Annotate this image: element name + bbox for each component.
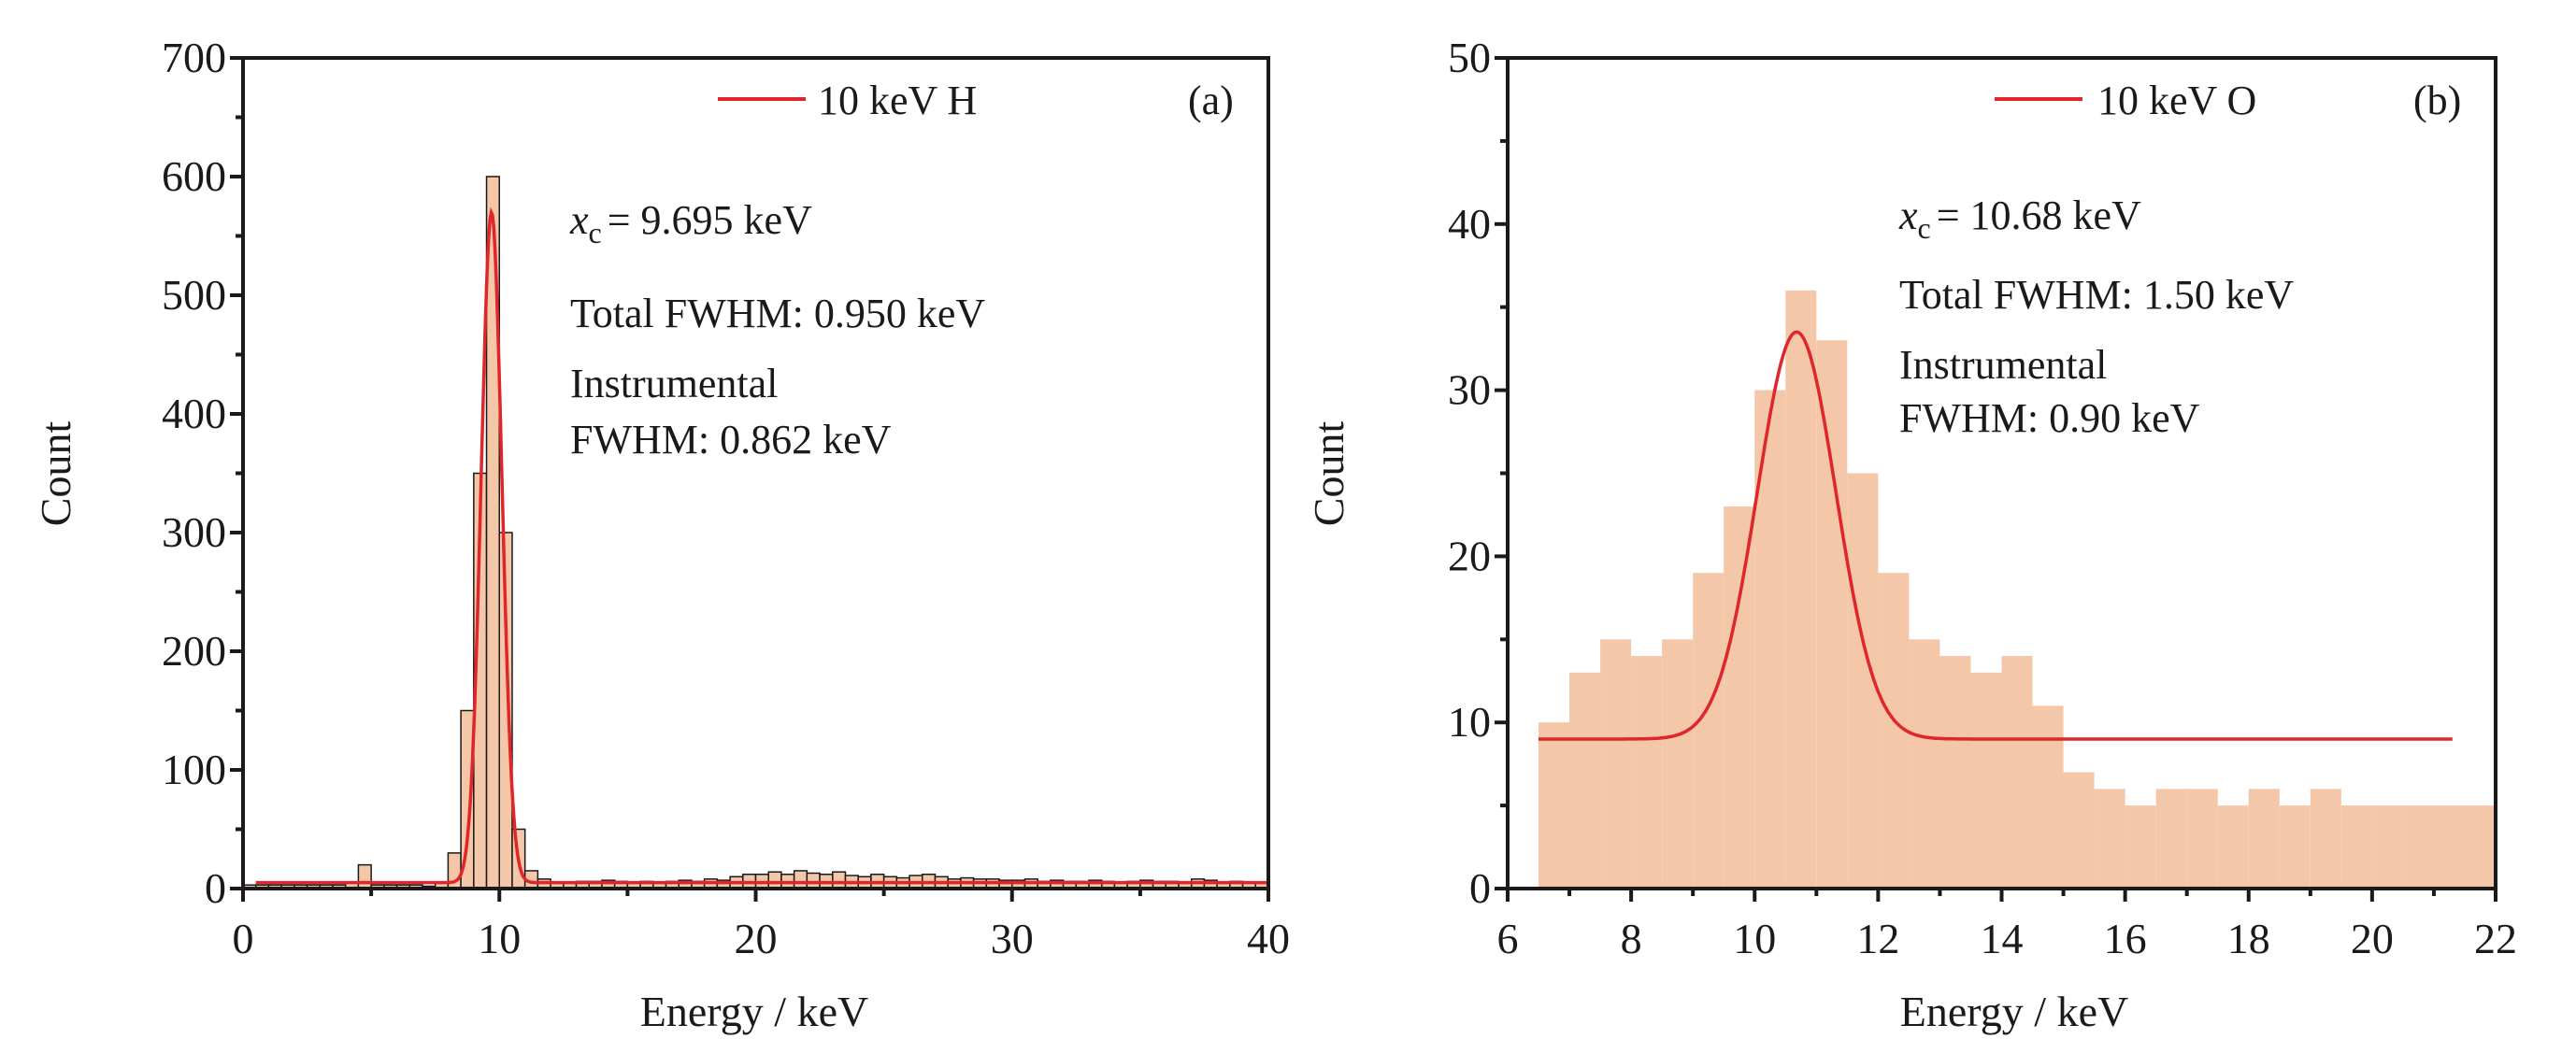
x-tick-label: 6: [1497, 915, 1519, 962]
x-tick-label: 18: [2227, 915, 2270, 962]
histogram-bar: [2279, 805, 2311, 889]
histogram-bar: [793, 870, 809, 890]
histogram-bar: [1600, 639, 1632, 889]
y-tick-label: 600: [162, 152, 226, 200]
y-tick-label: 30: [1448, 366, 1491, 414]
histogram-bar: [1785, 290, 1817, 889]
x-tick-label: 16: [2104, 915, 2147, 962]
histogram-bar: [2001, 656, 2033, 889]
total-fwhm-annotation: Total FWHM: 0.950 keV: [570, 291, 985, 336]
histogram-bar: [357, 863, 372, 890]
y-tick-label: 40: [1448, 200, 1491, 248]
total-fwhm-annotation: Total FWHM: 1.50 keV: [1899, 272, 2294, 318]
legend-label: 10 keV H: [818, 78, 977, 123]
panel-label: (b): [2413, 78, 2461, 123]
x-tick-label: 10: [478, 915, 521, 962]
histogram-bar: [1569, 672, 1601, 889]
xc-symbol: x: [569, 197, 589, 243]
panel-a: 0 100 200 300 400 500 600 700 0 10 20 30 40 Energy / …: [32, 34, 1290, 1035]
histogram-bar: [2186, 789, 2218, 889]
y-tick-label: 100: [162, 746, 226, 793]
y-tick-label: 50: [1448, 34, 1491, 81]
histogram-bar: [2464, 805, 2496, 889]
x-tick-label: 8: [1621, 915, 1642, 962]
histogram-bar: [2032, 705, 2064, 889]
xc-symbol: x: [1898, 192, 1918, 238]
y-tick-label: 10: [1448, 698, 1491, 746]
histogram-bar: [1631, 656, 1663, 889]
y-tick-label: 200: [162, 627, 226, 675]
x-axis-title: Energy / keV: [640, 988, 868, 1035]
y-tick-label: 500: [162, 271, 226, 319]
histogram-bar: [2125, 805, 2156, 889]
histogram-bar: [806, 872, 821, 890]
xc-annotation: xc = 9.695 keV: [569, 197, 812, 249]
histogram-bar: [2155, 789, 2187, 889]
y-axis-title: Count: [1305, 421, 1352, 527]
histogram-bar: [2094, 789, 2125, 889]
x-tick-label: 20: [735, 915, 778, 962]
histogram-bar: [1724, 506, 1755, 889]
x-axis-title: Energy / keV: [1900, 988, 2128, 1035]
x-tick-label: 22: [2474, 915, 2517, 962]
y-tick-label: 20: [1448, 532, 1491, 579]
histogram-bar: [1754, 390, 1786, 890]
y-tick-label: 700: [162, 34, 226, 81]
histogram-bar: [1970, 672, 2002, 889]
histogram-bar: [1693, 573, 1724, 889]
histogram-bar: [2371, 805, 2403, 889]
histogram-bar: [1939, 656, 1971, 889]
x-tick-label: 10: [1733, 915, 1776, 962]
histogram-bar: [2248, 789, 2280, 889]
legend-label: 10 keV O: [2097, 78, 2256, 123]
y-tick-label: 0: [1469, 864, 1491, 912]
instrumental-label: Instrumental: [570, 361, 778, 406]
x-tick-label: 30: [991, 915, 1034, 962]
histogram-bar: [832, 871, 847, 890]
y-axis-title: Count: [32, 421, 79, 527]
x-tick-label: 12: [1856, 915, 1899, 962]
histogram-bar: [1538, 722, 1570, 889]
fit-curve: [255, 206, 1268, 885]
histogram-bar: [2063, 772, 2095, 889]
histogram-bar: [2340, 805, 2372, 889]
panel-b: 0 10 20 30 40 50 6 8 10 12 14 16 18 20 22 Energy / keV C…: [1305, 34, 2517, 1035]
xc-subscript: c: [1918, 211, 1931, 245]
histogram-bar: [1909, 639, 1940, 889]
y-tick-label: 300: [162, 508, 226, 556]
histogram-bar: [2433, 805, 2465, 889]
x-tick-label: 14: [1981, 915, 2024, 962]
histogram-bar: [1816, 340, 1848, 889]
histogram-bar: [1662, 639, 1694, 889]
instrumental-label: Instrumental: [1899, 342, 2107, 388]
x-tick-label: 40: [1247, 915, 1290, 962]
histogram-bar: [767, 871, 782, 890]
histogram-bar: [2402, 805, 2434, 889]
plot-frame: [241, 56, 1270, 890]
histogram-bar: [2310, 789, 2341, 889]
xc-annotation: xc = 10.68 keV: [1898, 192, 2141, 245]
instrumental-fwhm: FWHM: 0.862 keV: [570, 417, 892, 463]
xc-value: = 9.695 keV: [608, 197, 812, 243]
panel-label: (a): [1188, 78, 1234, 123]
y-tick-label: 400: [162, 390, 226, 437]
xc-value: = 10.68 keV: [1937, 192, 2141, 238]
x-tick-label: 20: [2351, 915, 2394, 962]
x-tick-label: 0: [233, 915, 254, 962]
instrumental-fwhm: FWHM: 0.90 keV: [1899, 395, 2200, 441]
histogram-bar: [2217, 805, 2249, 889]
xc-subscript: c: [589, 216, 602, 249]
fit-curve: [1538, 330, 2453, 741]
y-tick-label: 0: [205, 864, 226, 912]
